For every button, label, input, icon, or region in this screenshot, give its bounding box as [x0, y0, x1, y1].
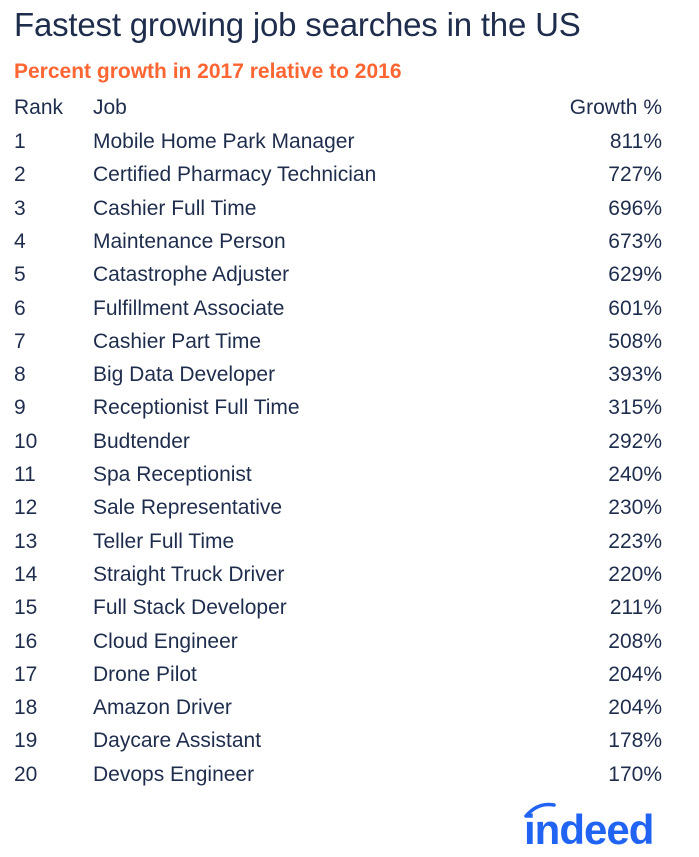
growth-cell: 601% [608, 296, 662, 320]
job-cell: Budtender [93, 429, 190, 453]
job-cell: Full Stack Developer [93, 596, 287, 620]
table-row: 18 Amazon Driver 204% [0, 691, 699, 724]
growth-cell: 315% [608, 396, 662, 420]
table-row: 8 Big Data Developer 393% [0, 358, 699, 391]
rank-cell: 5 [14, 263, 26, 287]
job-cell: Receptionist Full Time [93, 396, 300, 420]
table-row: 19 Daycare Assistant 178% [0, 724, 699, 757]
table-row: 16 Cloud Engineer 208% [0, 625, 699, 658]
table-row: 14 Straight Truck Driver 220% [0, 558, 699, 591]
growth-cell: 696% [608, 196, 662, 220]
rank-cell: 7 [14, 329, 26, 353]
growth-cell: 170% [608, 762, 662, 786]
growth-cell: 811% [609, 130, 662, 153]
job-cell: Big Data Developer [93, 363, 276, 387]
logo-arc [524, 802, 556, 818]
growth-cell: 230% [608, 496, 662, 520]
indeed-logo: indeed [524, 802, 654, 850]
job-cell: Amazon Driver [93, 696, 232, 720]
rank-cell: 15 [14, 596, 38, 620]
rank-cell: 11 [14, 463, 36, 486]
job-cell: Daycare Assistant [93, 729, 262, 753]
rank-cell: 9 [14, 396, 26, 420]
job-cell: Certified Pharmacy Technician [93, 163, 377, 187]
table-row: 5 Catastrophe Adjuster 629% [0, 258, 699, 291]
table-row: 13 Teller Full Time 223% [0, 525, 699, 558]
rank-cell: 2 [14, 163, 26, 187]
chart-title: Fastest growing job searches in the US [14, 6, 581, 43]
job-cell: Mobile Home Park Manager [93, 130, 355, 153]
table-row: 12 Sale Representative 230% [0, 491, 699, 524]
job-cell: Drone Pilot [93, 662, 197, 686]
table-row: 2 Certified Pharmacy Technician 727% [0, 158, 699, 191]
growth-cell: 292% [608, 429, 662, 453]
header-rank: Rank [14, 96, 64, 119]
rank-cell: 3 [14, 196, 26, 220]
growth-cell: 204% [608, 662, 662, 686]
table-header: Rank Job Growth % [0, 91, 699, 124]
growth-cell: 204% [608, 696, 662, 720]
growth-cell: 508% [608, 329, 662, 353]
growth-cell: 178% [608, 729, 662, 753]
rank-cell: 19 [14, 729, 38, 753]
table-row: 17 Drone Pilot 204% [0, 658, 699, 691]
job-cell: Cloud Engineer [93, 629, 238, 653]
rank-cell: 10 [14, 429, 38, 453]
rank-cell: 13 [14, 529, 38, 553]
job-cell: Cashier Part Time [93, 329, 262, 353]
table-row: 1 Mobile Home Park Manager 811% [0, 125, 699, 158]
rank-cell: 4 [14, 229, 26, 253]
job-cell: Fulfillment Associate [93, 296, 285, 320]
rank-cell: 17 [14, 662, 38, 686]
logo-text: indeed [524, 806, 653, 850]
rank-cell: 1 [14, 130, 26, 153]
growth-cell: 673% [608, 229, 662, 253]
rank-cell: 14 [14, 562, 38, 586]
growth-cell: 223% [608, 529, 662, 553]
job-cell: Maintenance Person [93, 229, 286, 253]
rank-cell: 16 [14, 629, 38, 653]
table-row: 6 Fulfillment Associate 601% [0, 292, 699, 325]
rank-cell: 6 [14, 296, 26, 320]
table-row: 15 Full Stack Developer 211% [0, 591, 699, 624]
growth-cell: 393% [608, 363, 662, 387]
job-cell: Sale Representative [93, 496, 283, 520]
growth-cell: 211% [609, 596, 662, 620]
growth-cell: 240% [608, 463, 662, 486]
job-cell: Catastrophe Adjuster [93, 263, 290, 287]
job-cell: Devops Engineer [93, 762, 255, 786]
rank-cell: 12 [14, 496, 38, 520]
table-row: 7 Cashier Part Time 508% [0, 325, 699, 358]
rank-cell: 18 [14, 696, 38, 720]
table-row: 10 Budtender 292% [0, 425, 699, 458]
rank-cell: 8 [14, 363, 26, 387]
table-row: 11 Spa Receptionist 240% [0, 458, 699, 491]
table-row: 9 Receptionist Full Time 315% [0, 391, 699, 424]
table-row: 4 Maintenance Person 673% [0, 225, 699, 258]
table-row: 20 Devops Engineer 170% [0, 758, 699, 791]
growth-cell: 208% [608, 629, 662, 653]
growth-cell: 727% [608, 163, 662, 187]
header-growth: Growth % [569, 96, 662, 119]
chart-subtitle: Percent growth in 2017 relative to 2016 [14, 60, 402, 83]
growth-cell: 220% [608, 562, 662, 586]
job-cell: Cashier Full Time [93, 196, 257, 220]
job-cell: Teller Full Time [93, 529, 235, 553]
job-cell: Spa Receptionist [93, 463, 252, 486]
table-row: 3 Cashier Full Time 696% [0, 192, 699, 225]
rank-cell: 20 [14, 762, 38, 786]
header-job: Job [93, 96, 127, 119]
job-cell: Straight Truck Driver [93, 562, 285, 586]
growth-cell: 629% [608, 263, 662, 287]
